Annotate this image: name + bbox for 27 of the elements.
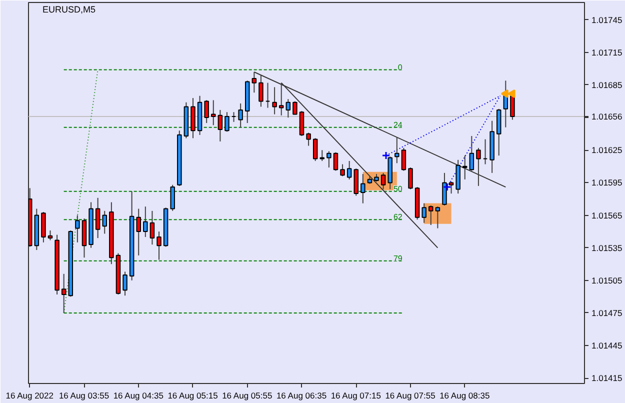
chart-title: EURUSD,M5 (42, 4, 96, 14)
series-label: 62 (393, 212, 403, 222)
y-tick-label: 1.01715 (592, 47, 622, 58)
y-tick-label: 1.01745 (592, 14, 622, 25)
x-tick-label: 16 Aug 05:15 (168, 390, 218, 400)
y-tick-label: 1.01445 (592, 340, 622, 351)
x-tick-label: 16 Aug 04:35 (113, 390, 164, 400)
x-tick-label: 16 Aug 06:35 (276, 390, 327, 400)
y-tick-label: 1.01565 (592, 210, 622, 220)
y-tick-label: 1.01505 (592, 275, 622, 286)
series-label: 24 (393, 120, 403, 130)
y-tick-label: 1.01685 (592, 80, 622, 90)
series-label: 50 (393, 184, 403, 194)
series-label: 0 (398, 62, 403, 72)
x-tick-label: 16 Aug 07:55 (385, 390, 436, 400)
y-tick-label: 1.01415 (592, 373, 622, 384)
y-tick-label: 1.01475 (592, 308, 622, 318)
x-tick-label: 16 Aug 2022 (6, 390, 54, 400)
x-tick-label: 16 Aug 07:15 (330, 390, 382, 400)
y-tick-label: 1.01625 (592, 145, 622, 156)
y-tick-label: 1.01595 (592, 178, 622, 188)
y-tick-label: 1.01535 (592, 242, 622, 253)
series-label: 79 (393, 254, 403, 263)
x-tick-label: 16 Aug 03:55 (58, 390, 110, 400)
x-tick-label: 16 Aug 08:35 (440, 390, 490, 400)
x-tick-label: 16 Aug 05:55 (222, 390, 272, 400)
ref-line-label: 1.01656 (592, 111, 622, 122)
